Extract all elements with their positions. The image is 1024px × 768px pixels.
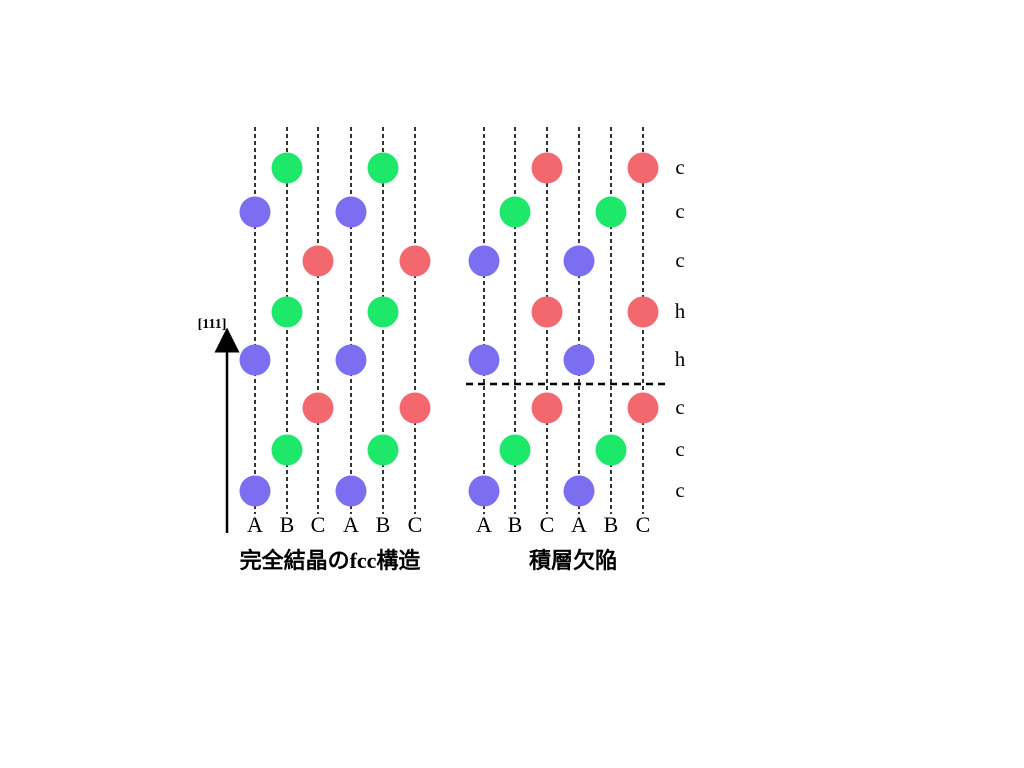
atom-b — [271, 152, 303, 184]
atom-c — [531, 392, 563, 424]
axis-label: [111] — [198, 317, 227, 332]
atom-b — [367, 296, 399, 328]
atom-b — [367, 152, 399, 184]
column-label: B — [280, 512, 295, 537]
column-label: C — [311, 512, 326, 537]
column-label: C — [636, 512, 651, 537]
atom-a — [563, 475, 595, 507]
layer-type-label: c — [675, 155, 684, 179]
atom-c — [627, 152, 659, 184]
layer-type-label: c — [675, 478, 684, 502]
atom-a — [239, 475, 271, 507]
atom-c — [399, 392, 431, 424]
column-label: A — [247, 512, 263, 537]
atom-c — [531, 296, 563, 328]
atom-layers — [239, 152, 431, 507]
layer-type-label: c — [675, 437, 684, 461]
column-label: A — [343, 512, 359, 537]
column-label: B — [508, 512, 523, 537]
atom-b — [271, 296, 303, 328]
atom-c — [627, 296, 659, 328]
column-label: A — [476, 512, 492, 537]
column-label: A — [571, 512, 587, 537]
layer-type-label: c — [675, 248, 684, 272]
atom-b — [595, 196, 627, 228]
atom-a — [239, 344, 271, 376]
atom-b — [367, 434, 399, 466]
layer-type-label: h — [675, 299, 686, 323]
atom-a — [335, 196, 367, 228]
panel-caption: 積層欠陥 — [529, 548, 617, 573]
atom-b — [595, 434, 627, 466]
atom-a — [563, 245, 595, 277]
atom-layers — [468, 152, 659, 507]
panel-caption: 完全結晶のfcc構造 — [240, 548, 421, 573]
atom-a — [335, 475, 367, 507]
atom-a — [563, 344, 595, 376]
column-label: B — [376, 512, 391, 537]
layer-type-label: c — [675, 395, 684, 419]
layer-type-label: c — [675, 199, 684, 223]
atom-c — [531, 152, 563, 184]
atom-a — [468, 245, 500, 277]
column-label: B — [604, 512, 619, 537]
atom-c — [302, 245, 334, 277]
atom-c — [302, 392, 334, 424]
layer-type-label: h — [675, 347, 686, 371]
column-label: C — [540, 512, 555, 537]
axis-111: [111] — [198, 317, 240, 533]
atom-a — [239, 196, 271, 228]
atom-c — [627, 392, 659, 424]
column-label: C — [408, 512, 423, 537]
atom-b — [499, 196, 531, 228]
atom-b — [499, 434, 531, 466]
atom-a — [468, 475, 500, 507]
atom-a — [468, 344, 500, 376]
atom-c — [399, 245, 431, 277]
atom-b — [271, 434, 303, 466]
atom-a — [335, 344, 367, 376]
